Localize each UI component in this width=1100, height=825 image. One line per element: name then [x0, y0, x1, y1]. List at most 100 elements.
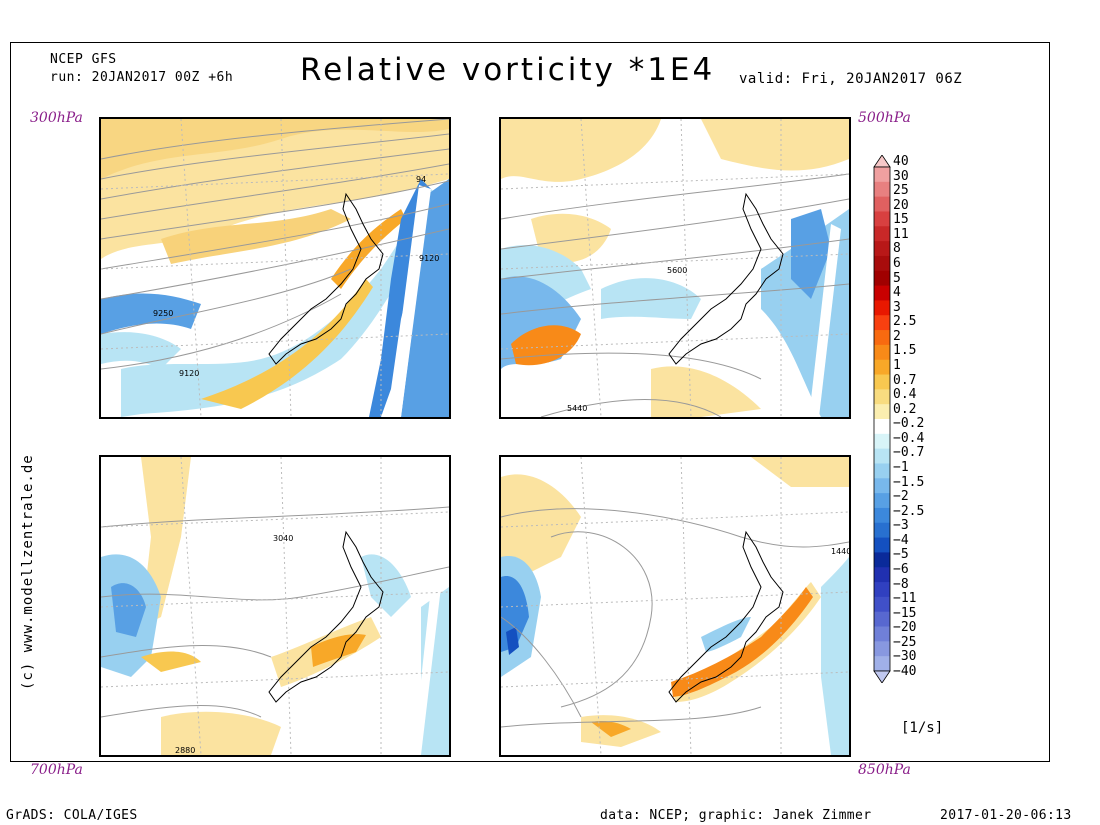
- contour-label: 94: [416, 175, 426, 184]
- footer-timestamp: 2017-01-20-06:13: [940, 808, 1072, 823]
- colorbar-tick-label: −25: [893, 634, 917, 650]
- map-500hpa: 5600 5440: [501, 119, 849, 417]
- colorbar-tick-label: −30: [893, 649, 917, 665]
- colorbar-swatch: [874, 656, 890, 672]
- colorbar-swatch: [874, 330, 890, 346]
- map-850hpa: 1440: [501, 457, 849, 755]
- contour-label: 2880: [175, 746, 195, 755]
- colorbar-tick-label: 6: [893, 256, 901, 271]
- colorbar-swatch: [874, 315, 890, 331]
- colorbar-tick-label: −0.7: [893, 445, 925, 461]
- colorbar-tick-label: 11: [893, 226, 909, 242]
- colorbar-swatch: [874, 211, 890, 227]
- colorbar-swatch: [874, 359, 890, 376]
- contour-label: 9120: [419, 254, 439, 263]
- model-label: NCEP GFS: [50, 52, 117, 67]
- contour-label: 3040: [273, 534, 293, 543]
- colorbar-tick-label: 0.2: [893, 401, 917, 417]
- colorbar-swatch: [874, 300, 890, 316]
- contour-label: 9120: [179, 369, 199, 378]
- colorbar-tick-label: 4: [893, 285, 901, 301]
- colorbar-tick-label: −2.5: [893, 503, 925, 519]
- level-label-300: 300hPa: [30, 110, 83, 126]
- colorbar-tick-label: 2: [893, 328, 901, 344]
- footer-grads: GrADS: COLA/IGES: [6, 808, 138, 823]
- colorbar-tick-label: −11: [893, 591, 917, 607]
- colorbar-swatch: [874, 552, 890, 568]
- colorbar-swatch: [874, 641, 890, 657]
- colorbar-top-arrow: [873, 154, 891, 168]
- colorbar-tick-label: 5: [893, 270, 901, 286]
- colorbar-tick-label: −4: [893, 532, 909, 548]
- colorbar-swatch: [874, 196, 890, 212]
- colorbar-swatch: [874, 537, 890, 553]
- chart-title: Relative vorticity *1E4: [300, 52, 716, 88]
- colorbar-swatch: [874, 404, 890, 420]
- colorbar-tick-label: −1: [893, 460, 909, 475]
- contour-label: 5600: [667, 266, 687, 275]
- colorbar-swatch: [874, 582, 890, 598]
- colorbar-tick-label: −40: [893, 664, 917, 679]
- colorbar-tick-label: 40: [893, 154, 909, 169]
- figure-frame: [10, 42, 1050, 762]
- colorbar-tick-label: −2: [893, 489, 909, 505]
- colorbar-tick-label: −0.2: [893, 416, 925, 432]
- map-panel-300hpa: 94 9120 9250 9120: [99, 117, 451, 419]
- map-panel-700hpa: 3040 2880: [99, 455, 451, 757]
- contour-label: 9250: [153, 309, 173, 318]
- colorbar-tick-label: −6: [893, 562, 909, 577]
- footer-data-credit: data: NCEP; graphic: Janek Zimmer: [600, 808, 872, 823]
- level-label-700: 700hPa: [30, 762, 83, 778]
- colorbar-labels: 40 30 25 20 15 11 8 6 5 4 3 2.5 2 1.5 1 0.7 0.4 0.2 −0.2 −0…: [893, 155, 953, 682]
- colorbar-swatch: [874, 255, 890, 272]
- level-label-500: 500hPa: [858, 110, 911, 126]
- colorbar-swatch: [874, 478, 890, 494]
- contour-label: 1440: [831, 547, 849, 556]
- colorbar-swatch: [874, 374, 890, 390]
- colorbar-tick-label: 2.5: [893, 314, 917, 330]
- colorbar-swatch: [874, 167, 890, 183]
- colorbar-tick-label: 25: [893, 183, 909, 199]
- colorbar-swatch: [874, 611, 890, 628]
- colorbar-bottom-arrow: [873, 670, 891, 684]
- colorbar-swatch: [874, 285, 890, 301]
- colorbar-tick-label: 1: [893, 358, 901, 373]
- colorbar-tick-label: −3: [893, 518, 909, 534]
- colorbar-swatch: [874, 567, 890, 583]
- colorbar-swatch: [874, 626, 890, 642]
- colorbar-swatch: [874, 226, 890, 242]
- colorbar-swatch: [874, 448, 890, 464]
- colorbar-tick-label: −0.4: [893, 430, 925, 446]
- colorbar-tick-label: −15: [893, 605, 917, 621]
- colorbar-swatch: [874, 181, 890, 198]
- credit-text: (c) www.modellzentrale.de: [20, 454, 36, 690]
- colorbar-swatch: [874, 419, 890, 435]
- colorbar-swatch: [874, 433, 890, 450]
- unit-label: [1/s]: [901, 720, 944, 736]
- map-700hpa: 3040 2880: [101, 457, 449, 755]
- colorbar-tick-label: 1.5: [893, 343, 917, 359]
- colorbar-svg: [873, 154, 891, 684]
- map-panel-850hpa: 1440: [499, 455, 851, 757]
- colorbar-swatch: [874, 493, 890, 509]
- map-panel-500hpa: 5600 5440: [499, 117, 851, 419]
- contour-label: 5440: [567, 404, 587, 413]
- colorbar-tick-label: 15: [893, 212, 909, 228]
- colorbar-tick-label: 0.4: [893, 387, 917, 403]
- colorbar-swatch: [874, 389, 890, 405]
- colorbar-tick-label: −5: [893, 547, 909, 563]
- run-label: run: 20JAN2017 00Z +6h: [50, 70, 234, 85]
- colorbar-tick-label: 20: [893, 197, 909, 213]
- colorbar-tick-label: 3: [893, 299, 901, 315]
- colorbar-swatch: [874, 596, 890, 613]
- colorbar: [873, 154, 891, 684]
- colorbar-tick-label: −20: [893, 620, 917, 636]
- colorbar-swatch: [874, 463, 890, 479]
- colorbar-tick-label: −1.5: [893, 474, 925, 490]
- colorbar-tick-label: 30: [893, 168, 909, 184]
- map-300hpa: 94 9120 9250 9120: [101, 119, 449, 417]
- colorbar-swatch: [874, 270, 890, 287]
- colorbar-swatch: [874, 507, 890, 524]
- colorbar-tick-label: −8: [893, 576, 909, 592]
- level-label-850: 850hPa: [858, 762, 911, 778]
